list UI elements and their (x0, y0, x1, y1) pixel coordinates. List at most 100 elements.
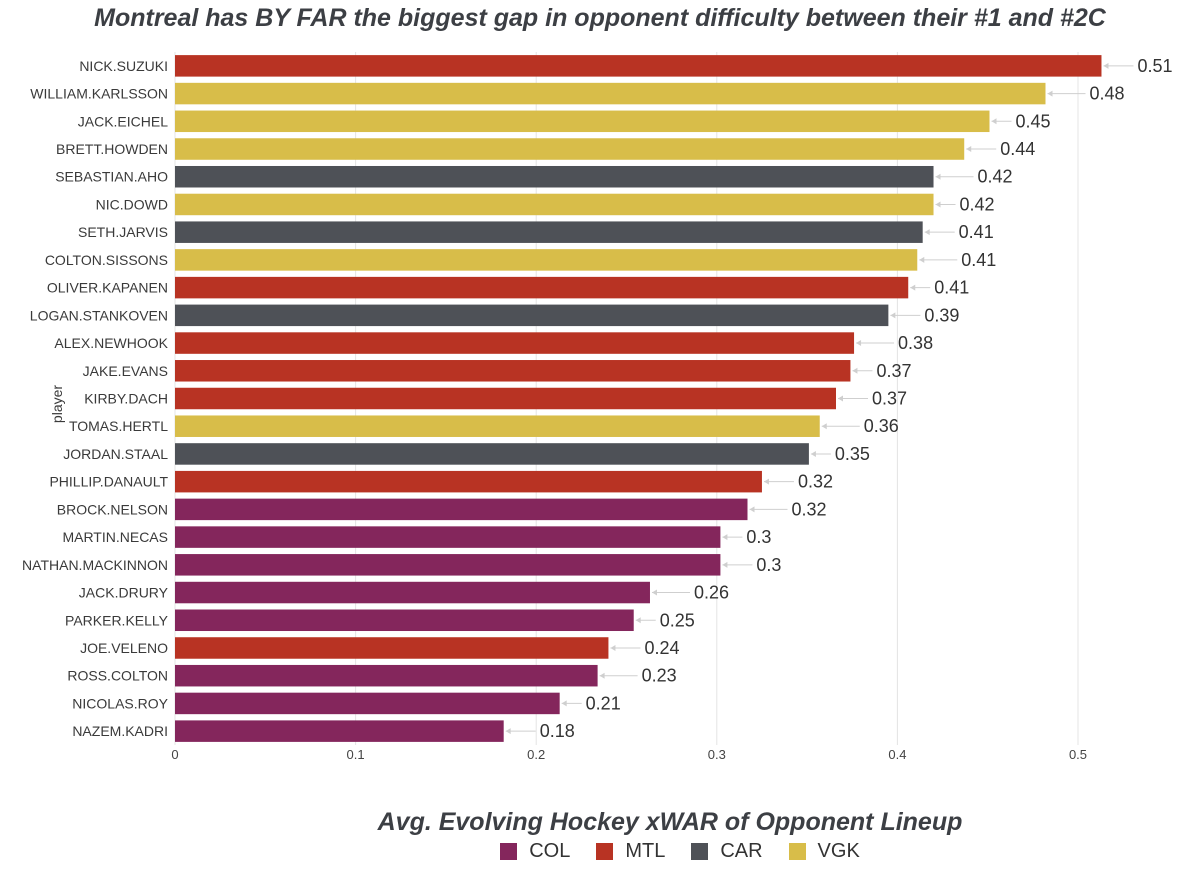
y-tick-label: NATHAN.MACKINNON (22, 557, 168, 573)
chart-title: Montreal has BY FAR the biggest gap in o… (94, 4, 1106, 32)
bar (175, 470, 762, 493)
label-leader-arrow (856, 340, 862, 347)
y-tick-label: PHILLIP.DANAULT (49, 474, 168, 490)
y-tick-label: JAKE.EVANS (83, 363, 168, 379)
bar (175, 360, 851, 382)
y-tick-label: NICOLAS.ROY (72, 695, 168, 711)
data-label: 0.45 (1016, 111, 1051, 131)
y-tick-label: LOGAN.STANKOVEN (30, 307, 168, 323)
data-label: 0.37 (876, 361, 911, 381)
bar (175, 138, 965, 160)
label-leader-arrow (722, 561, 728, 568)
data-label: 0.39 (924, 305, 959, 325)
y-tick-label: NICK.SUZUKI (79, 58, 168, 74)
data-label: 0.25 (660, 610, 695, 630)
x-tick-label: 0.2 (527, 747, 545, 762)
bar (175, 387, 836, 410)
y-tick-label: TOMAS.HERTL (69, 418, 168, 434)
label-leader-arrow (924, 229, 930, 236)
legend-label: VGK (817, 840, 860, 862)
x-tick-label: 0.3 (708, 747, 726, 762)
label-leader-arrow (610, 644, 616, 651)
bar (175, 664, 598, 687)
bar (175, 581, 650, 604)
label-leader-arrow (852, 367, 858, 374)
y-tick-label: COLTON.SISSONS (45, 252, 168, 268)
data-label: 0.51 (1137, 56, 1172, 76)
bar (175, 249, 918, 271)
label-leader-arrow (919, 256, 925, 263)
y-tick-label: JACK.DRURY (79, 585, 169, 601)
label-leader-arrow (935, 201, 941, 208)
y-tick-label: NIC.DOWD (96, 196, 168, 212)
data-label: 0.32 (798, 472, 833, 492)
y-tick-label: JACK.EICHEL (78, 113, 168, 129)
label-leader-arrow (763, 478, 769, 485)
x-axis: 0 0.1 0.2 0.3 0.4 0.5 (171, 747, 1087, 762)
data-label: 0.3 (746, 527, 771, 547)
data-label: 0.38 (898, 333, 933, 353)
data-label: 0.32 (792, 499, 827, 519)
bar (175, 720, 504, 742)
data-label: 0.42 (960, 194, 995, 214)
y-tick-label: MARTIN.NECAS (62, 529, 168, 545)
y-tick-label: NAZEM.KADRI (72, 723, 168, 739)
label-leader-arrow (837, 395, 843, 402)
data-label: 0.48 (1089, 84, 1124, 104)
bar (175, 304, 889, 327)
data-label: 0.24 (644, 638, 679, 658)
bar (175, 498, 748, 521)
y-tick-label: JORDAN.STAAL (63, 446, 168, 462)
legend: COL MTL CAR VGK (0, 840, 1200, 863)
legend-item-mtl: MTL (596, 840, 665, 863)
bar (175, 165, 934, 188)
legend-item-car: CAR (691, 840, 763, 863)
x-tick-label: 0.4 (888, 747, 906, 762)
bar (175, 332, 855, 354)
bar (175, 609, 634, 632)
label-leader-arrow (635, 617, 641, 624)
y-axis-title: player (49, 385, 65, 423)
label-leader-arrow (599, 672, 605, 679)
data-label: 0.21 (586, 693, 621, 713)
legend-label: CAR (720, 840, 763, 862)
label-leader-arrow (1047, 90, 1053, 97)
bar (175, 554, 721, 576)
label-leader-arrow (722, 534, 728, 541)
label-leader-arrow (821, 423, 827, 430)
y-tick-label: PARKER.KELLY (65, 612, 169, 628)
legend-swatch (788, 843, 806, 860)
y-tick-label: WILLIAM.KARLSSON (30, 86, 168, 102)
legend-swatch (691, 843, 709, 860)
data-label: 0.41 (961, 250, 996, 270)
y-tick-label: OLIVER.KAPANEN (47, 280, 168, 296)
data-label: 0.18 (540, 721, 575, 741)
data-label: 0.3 (756, 555, 781, 575)
data-label: 0.44 (1000, 139, 1035, 159)
data-label: 0.41 (959, 222, 994, 242)
data-label: 0.41 (934, 278, 969, 298)
bar (175, 55, 1102, 77)
bars (175, 55, 1102, 742)
label-leader-arrow (810, 450, 816, 457)
data-label: 0.35 (835, 444, 870, 464)
bar (175, 692, 560, 715)
legend-swatch (596, 843, 614, 860)
legend-item-col: COL (500, 840, 570, 863)
y-tick-label: BRETT.HOWDEN (56, 141, 168, 157)
label-leader-arrow (910, 284, 916, 291)
y-tick-label: SETH.JARVIS (78, 224, 168, 240)
legend-item-vgk: VGK (788, 840, 860, 863)
bar (175, 637, 609, 659)
label-leader-arrow (651, 589, 657, 596)
label-leader-arrow (890, 312, 896, 319)
label-leader-arrow (966, 146, 972, 153)
legend-label: COL (529, 840, 571, 862)
x-tick-label: 0 (171, 747, 178, 762)
bar (175, 415, 820, 437)
bar (175, 443, 809, 465)
label-leader-arrow (505, 728, 511, 735)
data-label: 0.26 (694, 583, 729, 603)
bar (175, 110, 990, 133)
